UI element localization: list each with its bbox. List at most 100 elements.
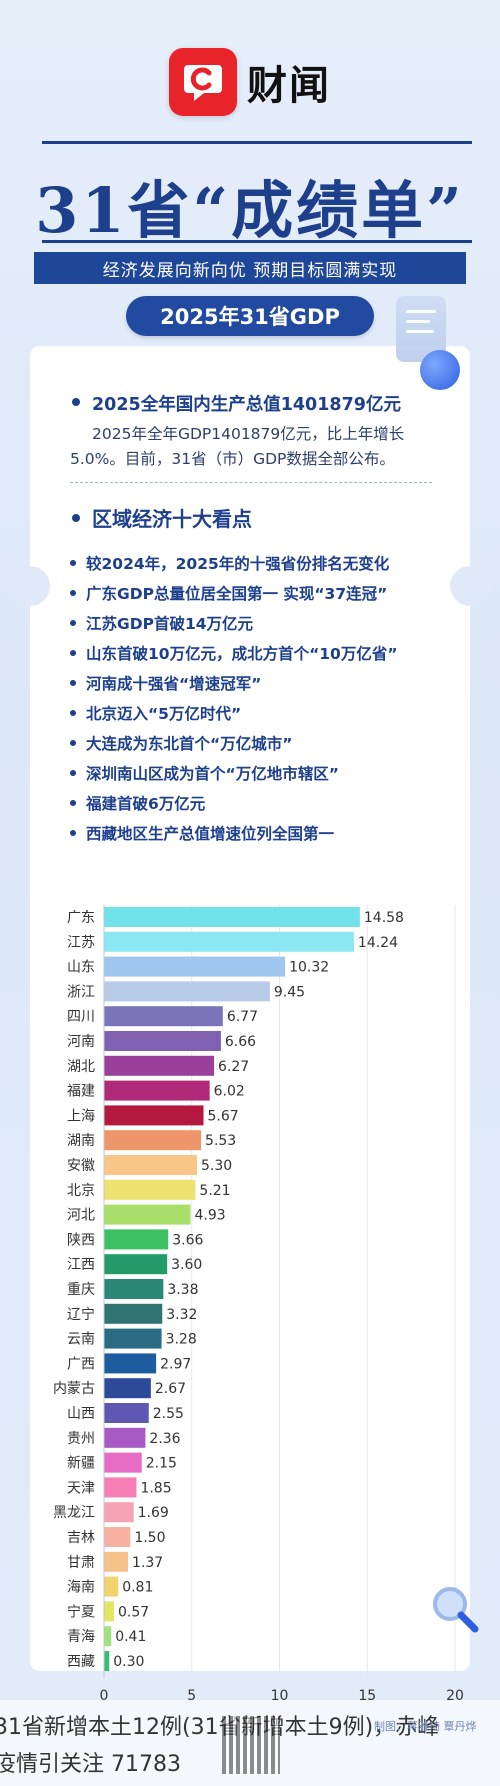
value-label: 5.67	[208, 1108, 239, 1124]
category-label: 天津	[67, 1480, 95, 1496]
caiwen-logo-icon	[169, 48, 237, 116]
bar	[104, 1353, 157, 1374]
category-label: 海南	[67, 1580, 95, 1596]
value-label: 14.24	[358, 935, 398, 951]
bar	[104, 907, 360, 927]
x-tick-label: 15	[358, 1688, 376, 1700]
category-label: 上海	[67, 1108, 95, 1124]
bar	[104, 931, 354, 952]
section-divider	[70, 482, 432, 483]
card-notch-right	[450, 566, 490, 606]
highlights-heading: 区域经济十大看点	[72, 503, 252, 532]
highlight-item: 西藏地区生产总值增速位列全国第一	[70, 822, 334, 844]
bar	[104, 1403, 149, 1423]
chart-credit: 制图：蒋雅琦 覃丹烨	[374, 1720, 477, 1733]
value-label: 4.93	[195, 1208, 226, 1224]
category-label: 黑龙江	[53, 1505, 95, 1521]
category-label: 浙江	[67, 984, 95, 1000]
bar	[104, 1626, 112, 1647]
value-label: 3.28	[166, 1332, 197, 1348]
value-label: 0.41	[115, 1629, 146, 1645]
category-label: 陕西	[67, 1232, 95, 1248]
bar	[104, 1155, 198, 1175]
x-tick-label: 5	[187, 1688, 196, 1700]
value-label: 1.85	[140, 1480, 171, 1496]
category-label: 湖南	[67, 1133, 95, 1149]
value-label: 3.32	[166, 1307, 197, 1323]
subtitle-banner: 经济发展向新向优 预期目标圆满实现	[34, 252, 466, 284]
bar	[104, 1601, 115, 1622]
value-label: 0.30	[113, 1654, 144, 1670]
value-label: 2.67	[155, 1381, 186, 1397]
bar	[104, 1452, 142, 1473]
category-label: 北京	[67, 1183, 95, 1199]
category-label: 内蒙古	[53, 1381, 95, 1397]
gdp-title-pill: 2025年31省GDP	[126, 296, 374, 336]
value-label: 2.15	[146, 1456, 177, 1472]
value-label: 2.97	[160, 1356, 191, 1372]
bar	[104, 1006, 223, 1027]
bar	[104, 1130, 202, 1151]
category-label: 四川	[67, 1009, 95, 1025]
bar	[104, 1527, 131, 1547]
value-label: 0.81	[122, 1580, 153, 1596]
bar	[104, 1279, 164, 1299]
category-label: 江苏	[67, 935, 95, 951]
footer-line-1: 31省新增本土12例(31省新增本土9例)，赤峰	[0, 1715, 440, 1740]
category-label: 吉林	[67, 1530, 95, 1546]
category-label: 新疆	[67, 1456, 95, 1472]
bar	[104, 1427, 146, 1448]
category-label: 云南	[67, 1332, 95, 1348]
value-label: 10.32	[289, 960, 329, 976]
card-notch-left	[10, 566, 50, 606]
value-label: 3.38	[167, 1282, 198, 1298]
category-label: 河南	[67, 1034, 95, 1050]
value-label: 6.77	[227, 1009, 258, 1025]
category-label: 青海	[67, 1629, 95, 1645]
bar	[104, 1204, 191, 1225]
category-label: 广西	[67, 1356, 95, 1372]
summary-heading: 2025全年国内生产总值1401879亿元	[72, 391, 401, 416]
value-label: 9.45	[274, 984, 305, 1000]
x-tick-label: 10	[271, 1688, 289, 1700]
value-label: 14.58	[364, 910, 404, 926]
highlight-item: 大连成为东北首个“万亿城市”	[70, 732, 292, 754]
summary-body: 2025年全年GDP1401879亿元，比上年增长5.0%。目前，31省（市）G…	[70, 425, 405, 468]
category-label: 贵州	[67, 1431, 95, 1447]
value-label: 0.57	[118, 1604, 149, 1620]
qr-code-icon	[222, 1716, 280, 1774]
highlight-item: 河南成十强省“增速冠军”	[70, 672, 261, 694]
value-label: 6.27	[218, 1059, 249, 1075]
value-label: 5.53	[205, 1133, 236, 1149]
x-tick-label: 20	[446, 1688, 464, 1700]
title-rule-top	[42, 141, 472, 144]
bar	[104, 1031, 221, 1051]
value-label: 6.02	[214, 1084, 245, 1100]
highlight-item: 福建首破6万亿元	[70, 792, 205, 814]
value-label: 6.66	[225, 1034, 256, 1050]
category-label: 西藏	[67, 1654, 95, 1670]
category-label: 辽宁	[67, 1306, 95, 1323]
gdp-bar-chart: 0 5 10 15 20 广东 14.58 江苏 14.24 山东 10.32 浙江 9.45 四川 6.7…	[53, 905, 464, 1700]
content-card	[30, 346, 470, 1671]
category-label: 河北	[67, 1208, 95, 1224]
bar	[104, 956, 286, 977]
highlight-item: 江苏GDP首破14万亿元	[70, 612, 253, 634]
category-label: 宁夏	[67, 1603, 95, 1620]
value-label: 1.69	[138, 1505, 169, 1521]
title-rule-bottom	[42, 240, 472, 243]
brand-name: 财闻	[247, 62, 331, 109]
category-label: 湖北	[67, 1059, 95, 1075]
bar	[104, 1502, 134, 1523]
category-label: 广东	[67, 910, 95, 926]
bar	[104, 1303, 163, 1324]
decorative-ball-icon	[420, 350, 460, 390]
highlight-item: 较2024年，2025年的十强省份排名无变化	[70, 552, 389, 574]
x-tick-label: 0	[100, 1688, 109, 1700]
highlight-item: 深圳南山区成为首个“万亿地市辖区”	[70, 762, 339, 784]
value-label: 2.36	[149, 1431, 180, 1447]
highlight-item: 山东首破10万亿元，成北方首个“10万亿省”	[70, 642, 398, 664]
bar	[104, 1477, 137, 1498]
bar	[104, 1254, 168, 1275]
category-label: 山西	[67, 1406, 95, 1422]
